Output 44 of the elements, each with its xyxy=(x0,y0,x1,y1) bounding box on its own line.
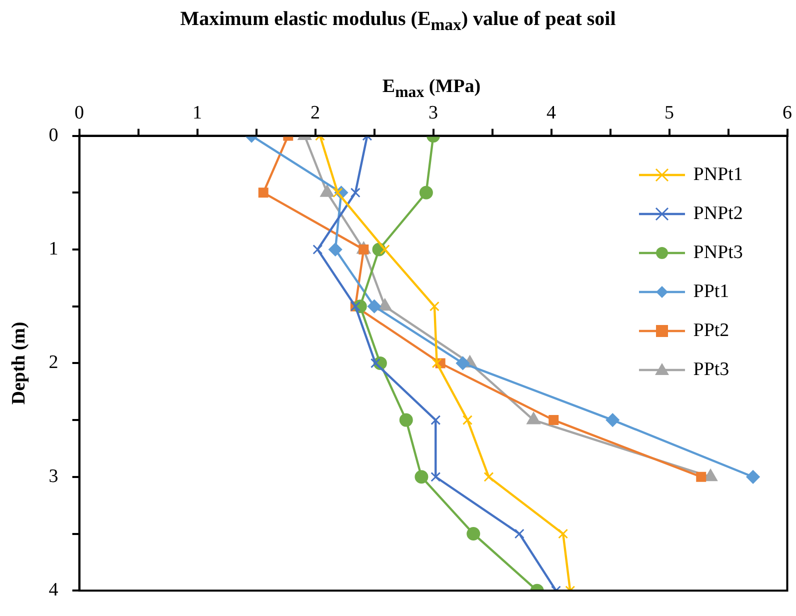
point xyxy=(328,242,342,256)
point xyxy=(746,470,760,484)
legend-label: PPt2 xyxy=(693,320,730,342)
chart-title: Maximum elastic modulus (E$_{max}$) value of peat soil xyxy=(179,8,617,35)
point xyxy=(312,244,323,254)
point xyxy=(514,528,524,539)
legend-label: PNPt2 xyxy=(693,203,743,226)
point xyxy=(696,472,706,482)
y-tick-label: 1 xyxy=(48,238,58,260)
y-tick-label: 0 xyxy=(48,124,58,146)
x-tick-label: 3 xyxy=(428,102,438,124)
point xyxy=(466,527,480,540)
point xyxy=(380,244,390,254)
y-tick-label: 4 xyxy=(48,580,59,601)
point xyxy=(419,186,433,200)
x-tick-label: 2 xyxy=(310,102,320,124)
point xyxy=(432,358,442,368)
point xyxy=(430,415,441,426)
x-tick-label: 1 xyxy=(192,102,202,124)
point xyxy=(414,470,428,484)
point xyxy=(430,472,441,482)
y-axis-title: Depth (m) xyxy=(8,322,30,405)
point xyxy=(462,415,472,426)
point xyxy=(548,415,559,426)
y-tick-label: 2 xyxy=(48,352,58,374)
x-tick-label: 4 xyxy=(546,102,557,124)
point xyxy=(258,188,268,198)
legend-label: PPt1 xyxy=(693,281,730,304)
point xyxy=(606,413,620,427)
x-tick-label: 0 xyxy=(74,102,84,124)
point xyxy=(399,413,413,427)
x-axis-title: E$_{max}$ (MPa) xyxy=(381,76,482,102)
point xyxy=(456,356,470,370)
point xyxy=(350,188,360,198)
legend-label: PPt3 xyxy=(693,359,730,382)
x-tick-label: 5 xyxy=(664,102,674,124)
point xyxy=(484,472,494,482)
legend-label: PNPt1 xyxy=(693,164,743,186)
point xyxy=(558,528,568,539)
point xyxy=(368,300,382,314)
x-tick-label: 6 xyxy=(782,102,792,124)
y-tick-label: 3 xyxy=(48,466,58,487)
point xyxy=(429,301,440,312)
legend-label: PNPt3 xyxy=(693,242,743,264)
